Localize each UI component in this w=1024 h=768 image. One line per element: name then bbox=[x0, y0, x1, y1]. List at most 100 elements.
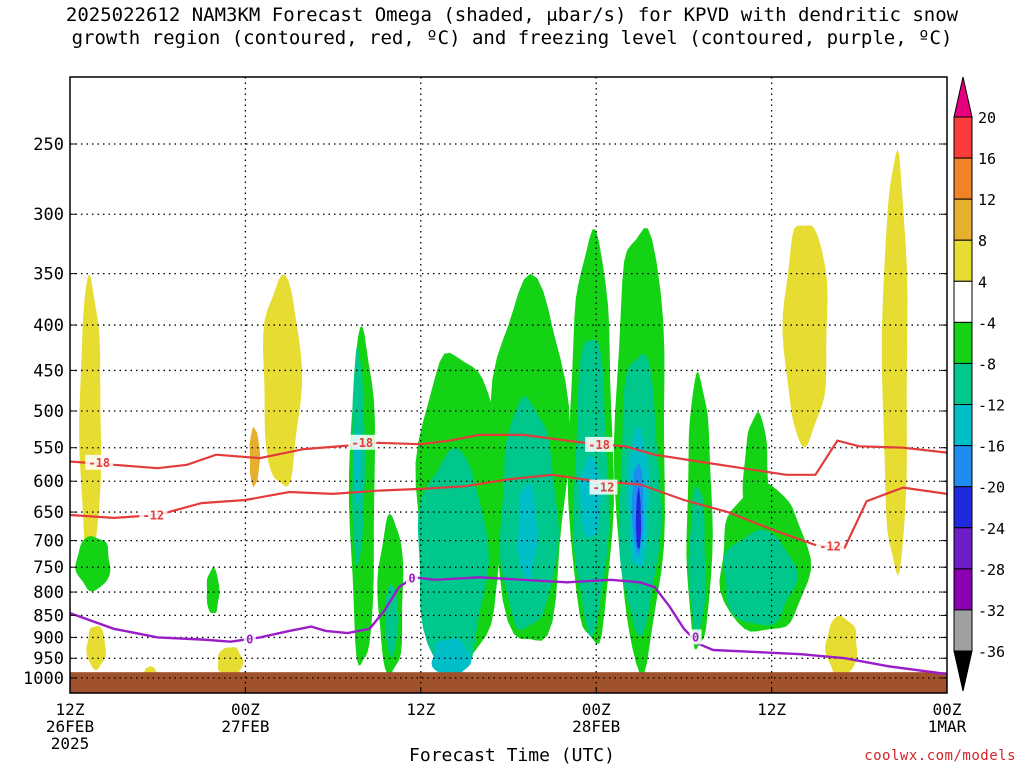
x-tick-label: 12Z bbox=[406, 700, 435, 719]
contour-label: -18 bbox=[588, 438, 610, 452]
omega-region bbox=[635, 487, 642, 550]
contour-label: -12 bbox=[142, 509, 164, 523]
omega-region bbox=[75, 536, 111, 592]
ground-layer bbox=[70, 672, 947, 693]
x-tick-label: 26FEB bbox=[46, 717, 94, 736]
y-tick-label: 400 bbox=[33, 316, 64, 336]
colorbar-cell bbox=[953, 321, 973, 364]
colorbar-label: -4 bbox=[978, 314, 996, 332]
contour-label: -18 bbox=[88, 456, 110, 470]
omega-region bbox=[688, 485, 706, 637]
omega-region bbox=[517, 482, 538, 582]
axes-layer: 2503003504004505005506006507007508008509… bbox=[23, 76, 967, 753]
colorbar-cell bbox=[953, 568, 973, 611]
colorbar-label: 8 bbox=[978, 232, 987, 250]
grid-layer bbox=[70, 77, 947, 693]
contour-label: 0 bbox=[408, 571, 415, 585]
y-tick-label: 900 bbox=[33, 628, 64, 648]
x-tick-label: 2025 bbox=[51, 734, 90, 753]
y-tick-label: 450 bbox=[33, 361, 64, 381]
omega-region bbox=[825, 615, 858, 677]
colorbar-label: 20 bbox=[978, 109, 996, 127]
colorbar-cell bbox=[953, 486, 973, 529]
colorbar-label: -36 bbox=[978, 643, 1005, 661]
y-tick-label: 500 bbox=[33, 402, 64, 422]
colorbar-bottom-arrow bbox=[953, 650, 973, 692]
x-tick-label: 27FEB bbox=[221, 717, 269, 736]
colorbar-top-arrow bbox=[953, 76, 973, 118]
colorbar-label: 16 bbox=[978, 150, 996, 168]
x-axis-title: Forecast Time (UTC) bbox=[409, 745, 615, 766]
colorbar-label: -28 bbox=[978, 561, 1005, 579]
x-tick-label: 12Z bbox=[56, 700, 85, 719]
x-tick-label: 00Z bbox=[582, 700, 611, 719]
colorbar-label: -20 bbox=[978, 479, 1005, 497]
contour-label-bg bbox=[689, 629, 702, 645]
contour-label-bg bbox=[589, 479, 618, 495]
colorbar-cell bbox=[953, 609, 973, 652]
contour-label-bg bbox=[85, 454, 114, 470]
y-tick-label: 750 bbox=[33, 558, 64, 578]
y-tick-label: 850 bbox=[33, 606, 64, 626]
omega-region bbox=[86, 626, 106, 671]
colorbar-cell bbox=[953, 116, 973, 159]
contour-label: -12 bbox=[593, 481, 615, 495]
omega-region bbox=[579, 454, 602, 538]
colorbar-label: -12 bbox=[978, 397, 1005, 415]
omega-region bbox=[431, 638, 472, 678]
colorbar-cell bbox=[953, 445, 973, 488]
x-tick-label: 12Z bbox=[757, 700, 786, 719]
y-tick-label: 300 bbox=[33, 205, 64, 225]
contour-label-bg bbox=[348, 434, 377, 450]
ground-surface bbox=[70, 672, 947, 693]
plot-frame bbox=[69, 76, 948, 694]
x-tick-label: 00Z bbox=[231, 700, 260, 719]
colorbar-cell bbox=[953, 280, 973, 323]
omega-region bbox=[263, 274, 303, 487]
y-tick-label: 700 bbox=[33, 532, 64, 552]
y-tick-label: 600 bbox=[33, 472, 64, 492]
y-tick-label: 550 bbox=[33, 439, 64, 459]
colorbar-cell bbox=[953, 198, 973, 241]
contour-layer: -18 -18 -18 -12 -12 -12 0 0 0 bbox=[69, 433, 948, 676]
omega-region bbox=[79, 274, 102, 556]
colorbar-cell bbox=[953, 239, 973, 282]
dgz-contour-line bbox=[69, 433, 948, 476]
contour-label-bg bbox=[243, 631, 256, 647]
colorbar-label: 4 bbox=[978, 273, 987, 291]
contour-label-bg bbox=[406, 570, 419, 586]
colorbar-label: -32 bbox=[978, 602, 1005, 620]
contour-label: -18 bbox=[351, 436, 373, 450]
y-tick-label: 350 bbox=[33, 265, 64, 285]
omega-fill-layer bbox=[75, 149, 908, 678]
omega-region bbox=[723, 529, 798, 626]
colorbar-cell bbox=[953, 527, 973, 570]
contour-label-bg bbox=[585, 436, 614, 452]
y-tick-label: 250 bbox=[33, 135, 64, 155]
colorbar-label: -8 bbox=[978, 355, 996, 373]
contour-label-bg bbox=[816, 538, 845, 554]
contour-label: 0 bbox=[246, 633, 253, 647]
colorbar-label: -24 bbox=[978, 520, 1005, 538]
omega-region bbox=[782, 225, 828, 448]
omega-region bbox=[206, 567, 220, 614]
colorbar-cell bbox=[953, 404, 973, 447]
title-line-2: growth region (contoured, red, ºC) and f… bbox=[71, 27, 953, 49]
x-tick-label: 28FEB bbox=[572, 717, 620, 736]
contour-label: 0 bbox=[692, 630, 699, 644]
y-tick-label: 1000 bbox=[23, 669, 64, 689]
x-tick-label: 00Z bbox=[933, 700, 962, 719]
omega-region bbox=[217, 647, 244, 678]
chart-title: 2025022612 NAM3KM Forecast Omega (shaded… bbox=[0, 4, 1024, 50]
colorbar-cell bbox=[953, 157, 973, 200]
omega-region bbox=[417, 447, 489, 669]
omega-region bbox=[742, 411, 769, 548]
y-tick-label: 950 bbox=[33, 649, 64, 669]
omega-region bbox=[881, 149, 908, 576]
colorbar-label: -16 bbox=[978, 438, 1005, 456]
contour-label: -12 bbox=[819, 540, 841, 554]
y-tick-label: 650 bbox=[33, 503, 64, 523]
x-tick-label: 1MAR bbox=[928, 717, 967, 736]
colorbar-cell bbox=[953, 362, 973, 406]
